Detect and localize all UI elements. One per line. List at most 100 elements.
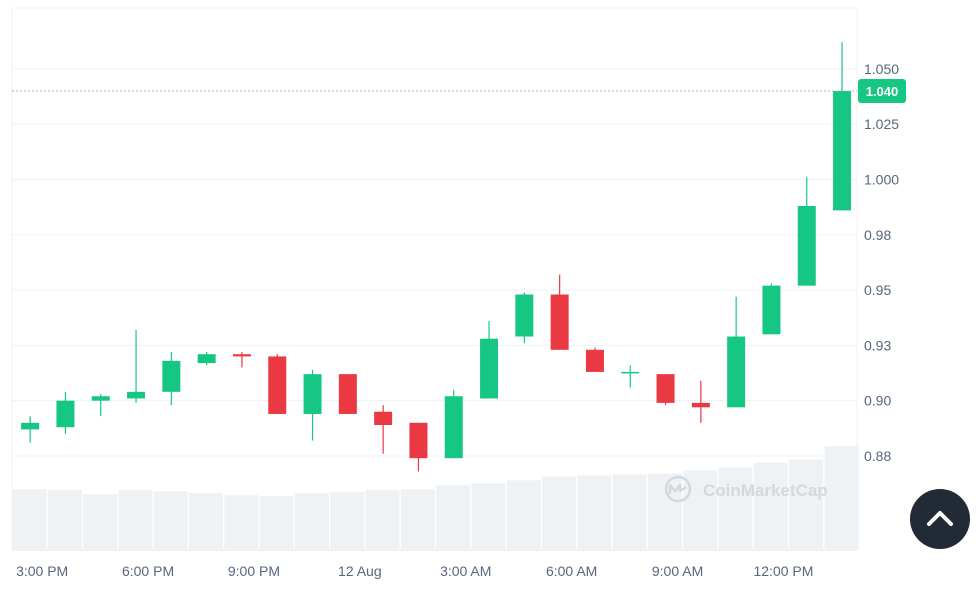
candle-body — [797, 205, 816, 286]
candle-body — [656, 374, 675, 403]
x-tick-label: 9:00 AM — [652, 563, 703, 579]
candle — [197, 352, 216, 366]
candle-body — [550, 294, 569, 350]
candle — [727, 296, 746, 408]
volume-bar — [259, 496, 294, 550]
candle — [409, 422, 428, 472]
candle — [338, 374, 357, 414]
volume-bar — [47, 490, 82, 550]
candle — [585, 347, 604, 372]
y-tick-label: 1.025 — [864, 116, 899, 132]
volume-bar — [189, 493, 224, 550]
candle-body — [303, 374, 322, 414]
x-tick-label: 6:00 AM — [546, 563, 597, 579]
volume-bar — [330, 492, 365, 550]
watermark-text: CoinMarketCap — [703, 481, 828, 500]
chevron-up-icon — [927, 511, 953, 526]
candle — [797, 177, 816, 286]
volume-bar — [83, 494, 118, 550]
volume-bars — [12, 446, 859, 550]
candle-body — [338, 374, 357, 414]
grid-lines — [12, 68, 857, 457]
candle — [162, 352, 181, 406]
candle-body — [374, 411, 393, 426]
x-tick-label: 3:00 PM — [16, 563, 68, 579]
candle-body — [56, 400, 75, 428]
candle-body — [409, 422, 428, 459]
y-tick-label: 1.000 — [864, 171, 899, 187]
y-tick-label: 1.050 — [864, 61, 899, 77]
candle — [268, 354, 287, 414]
candle — [480, 321, 499, 399]
candle-body — [585, 349, 604, 372]
volume-bar — [224, 495, 259, 550]
candle-body — [762, 285, 781, 335]
scroll-to-top-button[interactable] — [910, 489, 970, 549]
candle-body — [691, 402, 710, 408]
volume-bar — [577, 475, 612, 550]
x-tick-label: 12 Aug — [338, 563, 382, 579]
candle-body — [268, 356, 287, 414]
volume-bar — [153, 491, 188, 550]
candle — [303, 369, 322, 441]
candle — [550, 274, 569, 350]
volume-bar — [612, 474, 647, 550]
candles — [21, 42, 852, 472]
candle — [21, 416, 40, 443]
coinmarketcap-watermark: CoinMarketCap — [664, 475, 828, 503]
volume-bar — [471, 483, 506, 550]
candle — [444, 389, 463, 459]
volume-bar — [294, 493, 329, 550]
volume-bar — [753, 462, 788, 550]
volume-bar — [506, 480, 541, 550]
volume-bar — [365, 490, 400, 550]
x-tick-label: 6:00 PM — [122, 563, 174, 579]
candle-body — [444, 396, 463, 459]
candle — [656, 374, 675, 406]
candle-body — [833, 90, 852, 211]
x-axis: 3:00 PM 6:00 PM 9:00 PM 12 Aug 3:00 AM 6:00 A… — [16, 563, 813, 579]
volume-bar — [542, 476, 577, 550]
candle-body — [21, 422, 40, 430]
candle-body — [480, 338, 499, 399]
candle — [91, 394, 110, 417]
candle-body — [197, 354, 216, 364]
candle — [232, 352, 251, 368]
candle-body — [232, 354, 251, 357]
y-tick-label: 0.95 — [864, 282, 891, 298]
volume-bar — [118, 490, 153, 550]
y-tick-label: 0.90 — [864, 393, 891, 409]
candle-body — [162, 360, 181, 392]
current-price-label: 1.040 — [866, 84, 899, 99]
volume-bar — [789, 459, 824, 550]
y-axis: 1.050 1.025 1.000 0.98 0.95 0.93 0.90 0.88 — [864, 61, 899, 464]
candle-body — [727, 336, 746, 408]
candle — [691, 380, 710, 423]
candle — [56, 391, 75, 434]
candle — [374, 405, 393, 454]
candle-body — [127, 391, 146, 399]
volume-bar — [12, 489, 47, 550]
candle-body — [91, 396, 110, 401]
x-tick-label: 12:00 PM — [753, 563, 813, 579]
current-price-badge: 1.040 — [858, 78, 906, 103]
volume-bar — [400, 489, 435, 550]
volume-bar — [647, 473, 682, 550]
y-tick-label: 0.98 — [864, 227, 891, 243]
candle — [833, 42, 852, 211]
candle — [515, 292, 534, 344]
candle — [762, 283, 781, 335]
volume-bar — [718, 467, 753, 550]
candle — [621, 365, 640, 388]
candle-body — [515, 294, 534, 337]
y-tick-label: 0.93 — [864, 337, 891, 353]
x-tick-label: 9:00 PM — [228, 563, 280, 579]
candle-body — [621, 371, 640, 374]
volume-bar — [824, 446, 859, 550]
y-tick-label: 0.88 — [864, 448, 891, 464]
coinmarketcap-logo-icon — [664, 475, 692, 503]
x-tick-label: 3:00 AM — [440, 563, 491, 579]
candle — [127, 329, 146, 403]
volume-bar — [436, 485, 471, 550]
